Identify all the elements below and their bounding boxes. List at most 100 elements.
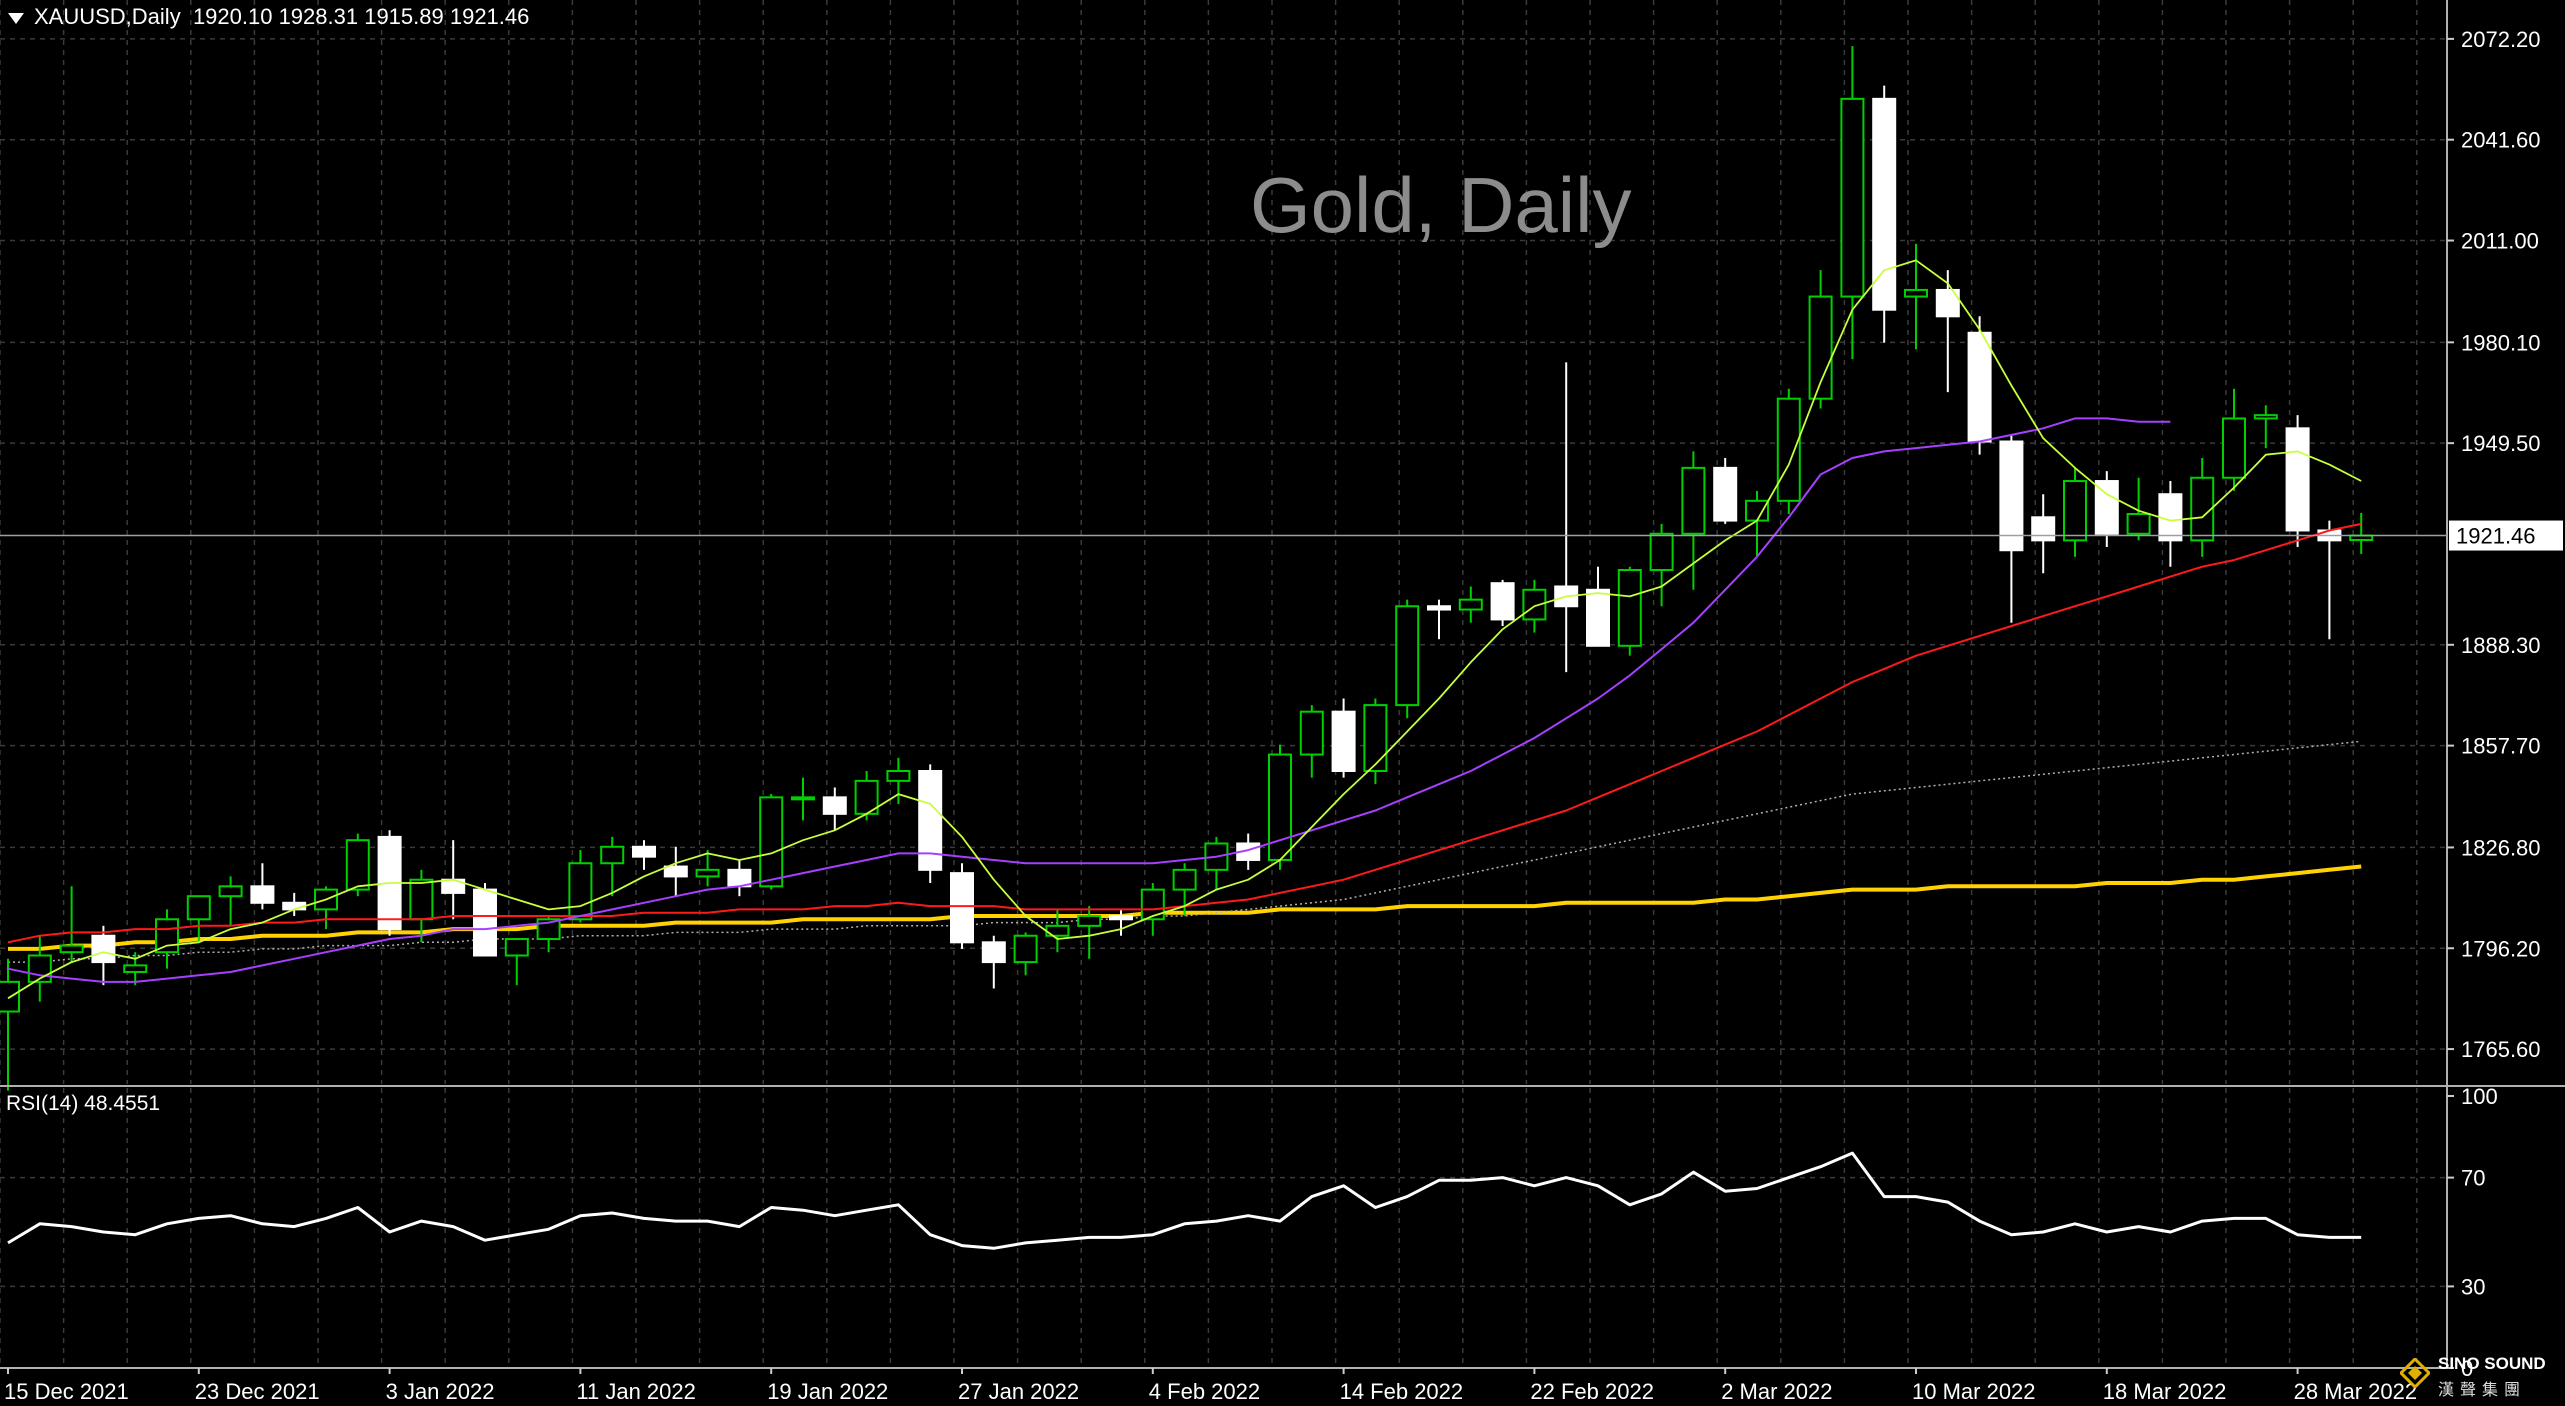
candle-body-bull xyxy=(600,845,625,865)
price-tick-label: 1980.10 xyxy=(2461,330,2541,355)
last-price-tag xyxy=(2449,520,2563,551)
last-price-text: 1921.46 xyxy=(2456,524,2536,549)
candle xyxy=(1268,744,1292,870)
candle-body-bull xyxy=(409,878,434,921)
candle xyxy=(1077,906,1102,959)
logo-text-zh: 漢聲集團 xyxy=(2438,1382,2527,1399)
candle-body-bear xyxy=(663,865,688,878)
candle xyxy=(1554,362,1579,673)
candle xyxy=(2317,520,2342,640)
time-tick-label: 14 Feb 2022 xyxy=(1340,1379,1464,1404)
candle-body-bull xyxy=(886,769,911,782)
price-tick-label: 1796.20 xyxy=(2461,936,2541,961)
candle-body-bull xyxy=(1840,97,1865,298)
candle-body-bear xyxy=(632,845,656,858)
candle-body-bear xyxy=(1935,288,1960,318)
candle xyxy=(2031,494,2056,574)
candle xyxy=(2253,405,2278,449)
chart-watermark: Gold, Daily xyxy=(1250,161,1632,249)
candle-body-bull xyxy=(1617,569,1642,647)
rsi-label: RSI(14) 48.4551 xyxy=(6,1092,161,1115)
candle-body-bear xyxy=(2031,516,2056,542)
candle-body-bull xyxy=(2222,417,2246,479)
candle xyxy=(473,883,497,957)
candle xyxy=(2158,481,2183,567)
candle-body-bull xyxy=(2253,414,2278,420)
candle xyxy=(854,770,879,821)
candle xyxy=(123,952,148,986)
candle xyxy=(2063,467,2087,557)
time-tick-label: 18 Mar 2022 xyxy=(2103,1379,2227,1404)
candle xyxy=(918,764,943,884)
candle xyxy=(600,836,625,897)
candle xyxy=(663,846,688,897)
candle-body-bull xyxy=(345,839,370,891)
candle-body-bull xyxy=(568,862,593,921)
candle xyxy=(1713,457,1738,524)
candle-body-bull xyxy=(1522,588,1547,621)
candle xyxy=(1967,316,1992,455)
candle xyxy=(727,859,752,897)
candle xyxy=(1617,566,1642,656)
candle xyxy=(1363,698,1388,785)
rsi-line xyxy=(7,1151,2362,1250)
candle-body-bull xyxy=(1077,914,1102,927)
candle xyxy=(1840,46,1865,360)
candle-body-bull xyxy=(2126,512,2151,535)
candle-body-bull xyxy=(1458,598,1483,611)
ma-100-layer xyxy=(8,740,2362,963)
candle xyxy=(1935,270,1960,393)
time-tick-label: 2 Mar 2022 xyxy=(1721,1379,1832,1404)
diamond-logo-icon xyxy=(2400,1358,2430,1388)
candle xyxy=(504,938,529,986)
candle xyxy=(1395,599,1420,719)
candle-body-bear xyxy=(1331,710,1356,772)
ma-mid-line xyxy=(7,417,2171,983)
candle xyxy=(27,935,52,1002)
time-tick-label: 27 Jan 2022 xyxy=(958,1379,1079,1404)
candle xyxy=(950,863,974,949)
candles-layer xyxy=(0,46,2374,1091)
rsi-tick-label: 30 xyxy=(2461,1274,2485,1299)
candle-body-bull xyxy=(218,885,243,898)
candle xyxy=(791,777,815,821)
price-tick-label: 2011.00 xyxy=(2461,229,2539,254)
dropdown-triangle-icon[interactable] xyxy=(8,12,24,24)
candle-body-bull xyxy=(155,918,179,954)
candle xyxy=(0,958,20,1091)
candle xyxy=(1172,863,1197,916)
time-tick-label: 22 Feb 2022 xyxy=(1530,1379,1654,1404)
candle-body-bull xyxy=(1904,288,1928,298)
candle-body-bull xyxy=(1395,605,1420,707)
candle xyxy=(1331,698,1356,778)
candle xyxy=(91,925,116,986)
candle-body-bull xyxy=(1776,397,1801,502)
candle-body-bear xyxy=(1713,466,1738,522)
candle xyxy=(1872,85,1897,343)
candle-body-bull xyxy=(1363,704,1388,772)
candle-body-bear xyxy=(2094,480,2119,535)
time-tick-label: 15 Dec 2021 xyxy=(4,1379,129,1404)
price-tick-label: 1857.70 xyxy=(2461,734,2541,759)
price-tick-label: 1888.30 xyxy=(2461,633,2541,658)
ma-fast-layer xyxy=(7,259,2362,1000)
candle-body-bull xyxy=(1681,466,1706,535)
candle xyxy=(186,895,211,943)
candle-body-bull xyxy=(2190,476,2215,542)
candle xyxy=(1649,523,1674,607)
price-tick-label: 1765.60 xyxy=(2461,1037,2541,1062)
candle xyxy=(822,787,847,831)
grid xyxy=(0,0,2447,1368)
candle-body-bull xyxy=(791,796,815,801)
candle xyxy=(886,757,911,804)
candle-body-bear xyxy=(822,796,847,815)
time-tick-label: 4 Feb 2022 xyxy=(1149,1379,1260,1404)
candle xyxy=(1776,388,1801,514)
candle xyxy=(981,935,1006,989)
candle xyxy=(568,850,593,923)
candle xyxy=(1299,705,1324,778)
logo-text-en: SINO SOUND xyxy=(2438,1354,2546,1373)
candle xyxy=(2285,415,2310,547)
candle-body-bull xyxy=(536,918,561,941)
